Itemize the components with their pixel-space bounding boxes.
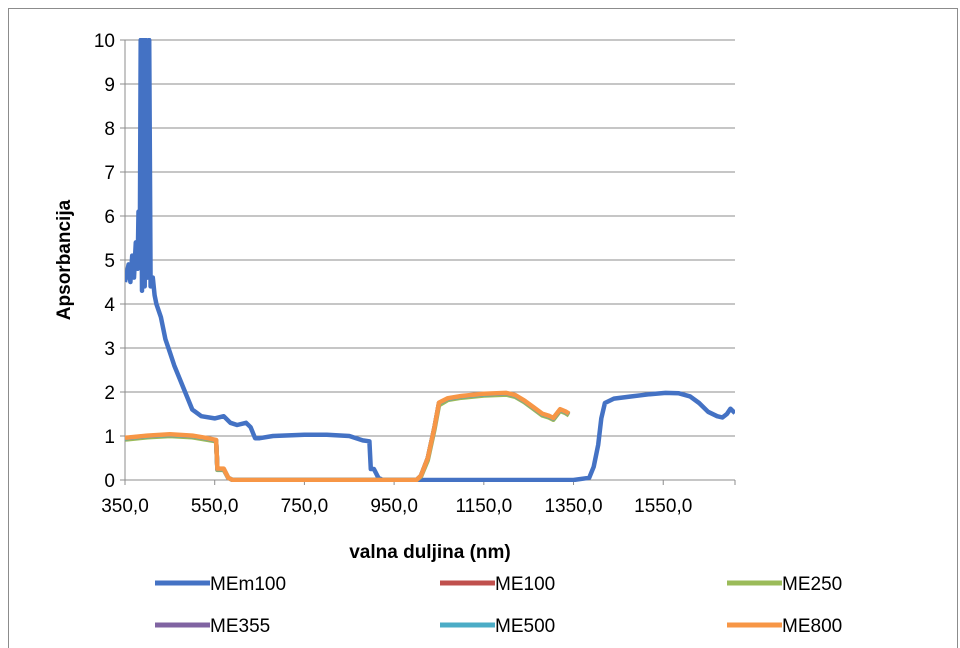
y-tick-label: 3 xyxy=(104,339,115,360)
y-tick-label: 6 xyxy=(104,207,115,228)
y-tick-label: 7 xyxy=(104,163,115,184)
legend-label-me100: ME100 xyxy=(495,574,555,595)
y-tick-label: 0 xyxy=(104,471,115,492)
y-axis-title: Apsorbancija xyxy=(54,199,75,320)
y-tick-label: 4 xyxy=(104,295,115,316)
legend-label-me500: ME500 xyxy=(495,616,555,637)
legend-label-mem100: MEm100 xyxy=(210,574,286,595)
y-tick-label: 9 xyxy=(104,75,115,96)
y-tick-label: 2 xyxy=(104,383,115,404)
x-tick-label: 1150,0 xyxy=(455,496,512,517)
series-line-me800 xyxy=(125,390,571,482)
y-tick-label: 5 xyxy=(104,251,115,272)
x-tick-label: 550,0 xyxy=(191,496,239,517)
x-tick-label: 950,0 xyxy=(370,496,418,517)
y-tick-label: 10 xyxy=(94,31,115,52)
chart-frame xyxy=(8,8,958,648)
x-tick-label: 1550,0 xyxy=(634,496,692,517)
x-tick-label: 350,0 xyxy=(101,496,149,517)
series-line-mem100 xyxy=(125,38,735,482)
x-axis-title: valna duljina (nm) xyxy=(349,542,511,563)
legend-label-me250: ME250 xyxy=(782,574,842,595)
y-tick-label: 8 xyxy=(104,119,115,140)
legend-label-me800: ME800 xyxy=(782,616,842,637)
legend-label-me355: ME355 xyxy=(210,616,270,637)
y-tick-label: 1 xyxy=(104,427,115,448)
x-tick-label: 1350,0 xyxy=(544,496,602,517)
x-tick-label: 750,0 xyxy=(281,496,329,517)
